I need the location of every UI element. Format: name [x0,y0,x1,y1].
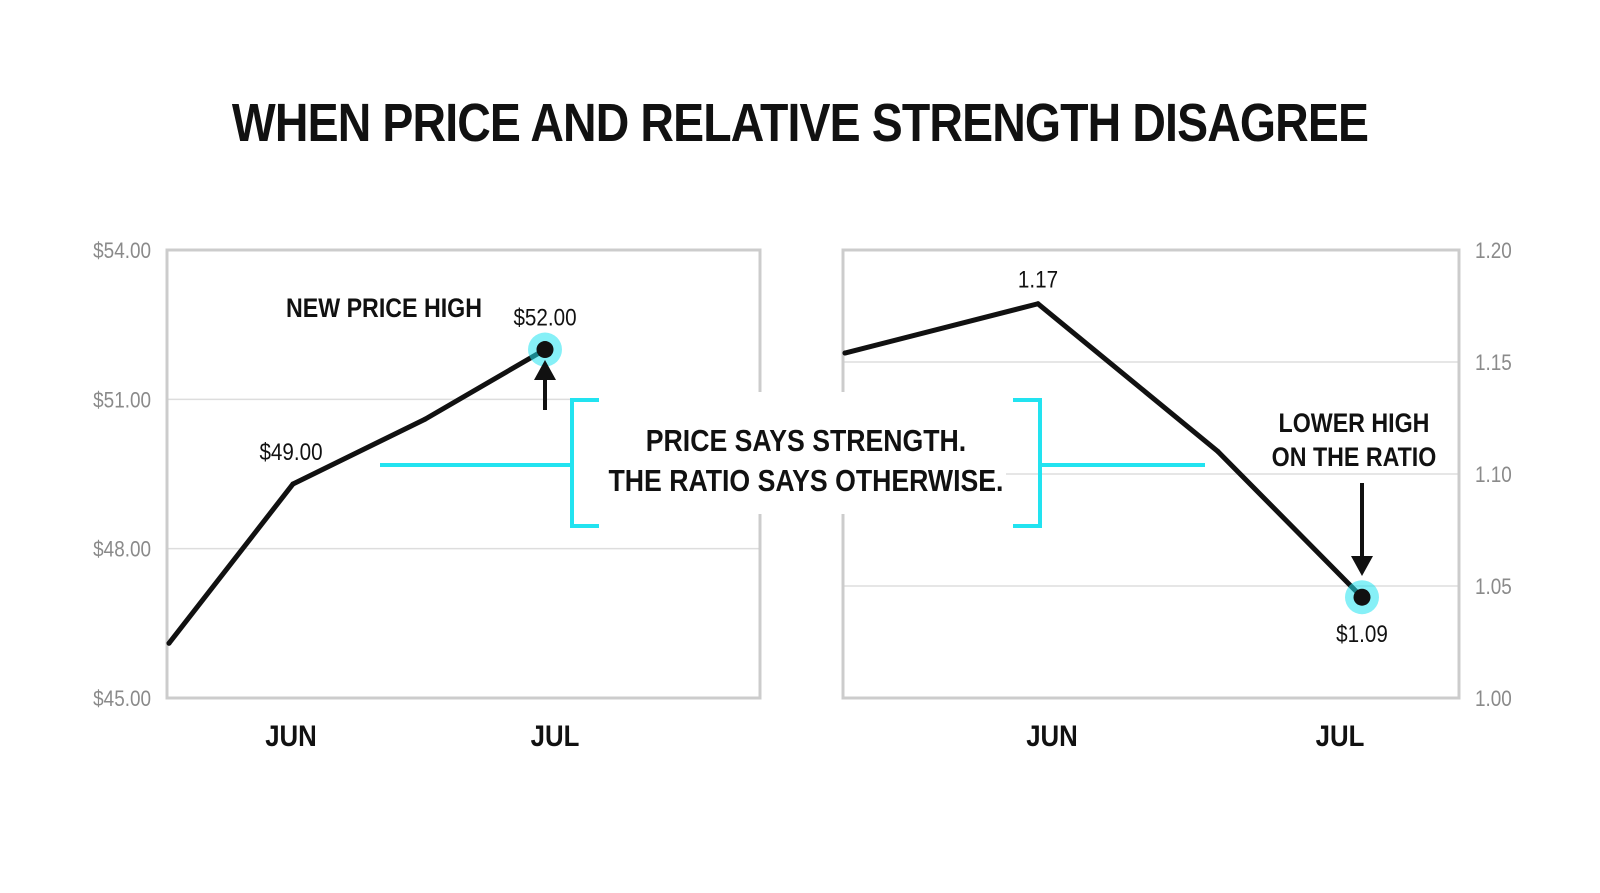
y-tick-label: 1.10 [1475,463,1512,488]
series-line [842,301,1365,600]
callout-bracket-left [570,398,599,528]
data-label: $1.09 [1336,621,1388,648]
data-point [166,640,172,646]
callout-line-1: PRICE SAYS STRENGTH. [646,424,966,458]
y-tick-label: 1.05 [1475,575,1512,600]
data-point [1035,301,1041,307]
chart-title: WHEN PRICE AND RELATIVE STRENGTH DISAGRE… [231,93,1369,153]
callout-line-2: THE RATIO SAYS OTHERWISE. [609,464,1004,498]
x-tick-label: JUL [1316,719,1365,752]
annotation-arrow-up-head [534,360,556,380]
y-tick-label: $51.00 [93,388,151,413]
callout-background [572,392,1006,514]
y-tick-label: 1.20 [1475,239,1512,264]
annotation-lower-high-line: LOWER HIGH [1279,408,1430,438]
data-point [290,481,296,487]
y-tick-label: $48.00 [93,537,151,562]
series-line [166,347,548,646]
annotation-lower-high-line: ON THE RATIO [1272,442,1437,472]
data-label: $49.00 [259,439,322,466]
y-tick-label: 1.15 [1475,351,1512,376]
annotation-new-price-high: NEW PRICE HIGH [286,293,482,323]
annotation-arrow-down-head [1351,556,1373,576]
highlight-point [536,341,554,359]
data-point [422,416,428,422]
x-tick-label: JUN [265,719,317,752]
y-tick-label: 1.00 [1475,687,1512,712]
ratio-chart-panel: 1.00 1.05 1.10 1.15 1.20 JUN JUL 1.17 $1.09 LOWER… [841,239,1512,752]
data-point [842,350,848,356]
data-point [1215,449,1221,455]
y-tick-label: $45.00 [93,687,151,712]
x-tick-label: JUL [531,719,580,752]
callout-bracket-right [1013,398,1042,528]
x-tick-label: JUN [1026,719,1078,752]
data-label: 1.17 [1018,266,1058,293]
highlight-point [1353,588,1371,606]
data-label: $52.00 [513,304,576,331]
y-tick-label: $54.00 [93,239,151,264]
callout-box: PRICE SAYS STRENGTH. THE RATIO SAYS OTHE… [380,392,1205,528]
